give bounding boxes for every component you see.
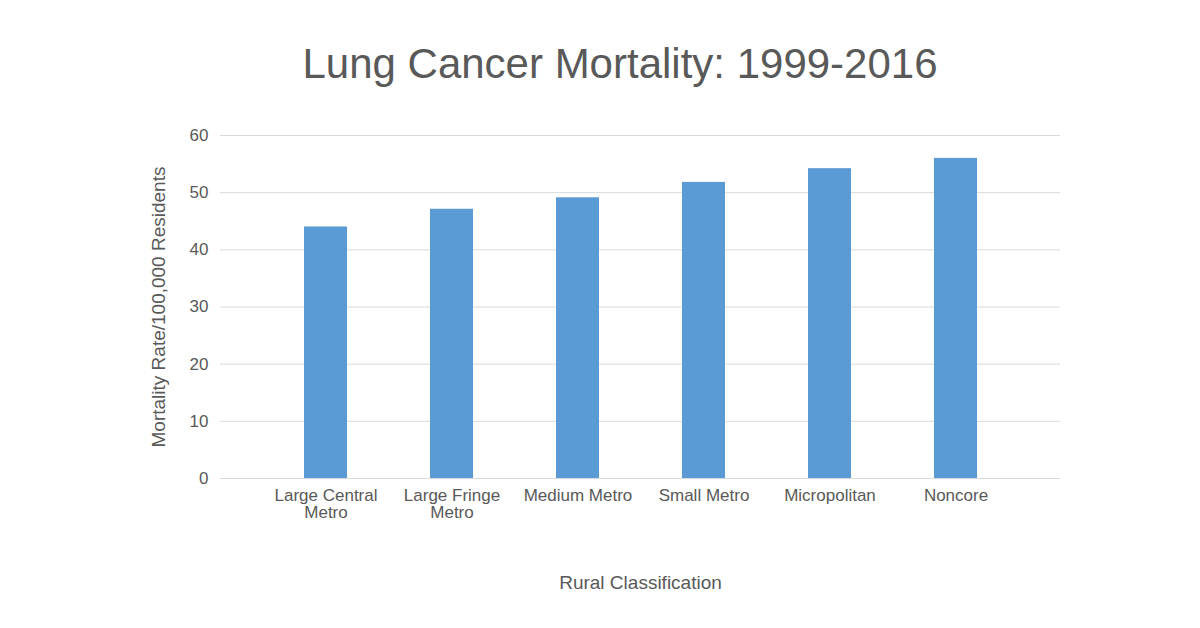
svg-text:Small Metro: Small Metro [659,486,750,505]
svg-text:Large FringeMetro: Large FringeMetro [404,486,500,522]
svg-text:Noncore: Noncore [924,486,988,505]
svg-text:20: 20 [190,355,209,374]
svg-text:Micropolitan: Micropolitan [784,486,876,505]
svg-text:10: 10 [190,412,209,431]
svg-text:Rural Classification: Rural Classification [559,572,722,593]
svg-text:50: 50 [190,183,209,202]
svg-text:Large CentralMetro: Large CentralMetro [274,486,377,522]
svg-text:0: 0 [199,469,208,488]
svg-text:60: 60 [190,126,209,145]
svg-text:30: 30 [190,297,209,316]
html-text:Lung Cancer Mortality: 1999-20: Lung Cancer Mortality: 1999-2016 [302,40,938,87]
svg-text:Medium Metro: Medium Metro [524,486,633,505]
svg-text:Mortality Rate/100,000 Residen: Mortality Rate/100,000 Residents [148,167,169,448]
svg-text:40: 40 [190,240,209,259]
